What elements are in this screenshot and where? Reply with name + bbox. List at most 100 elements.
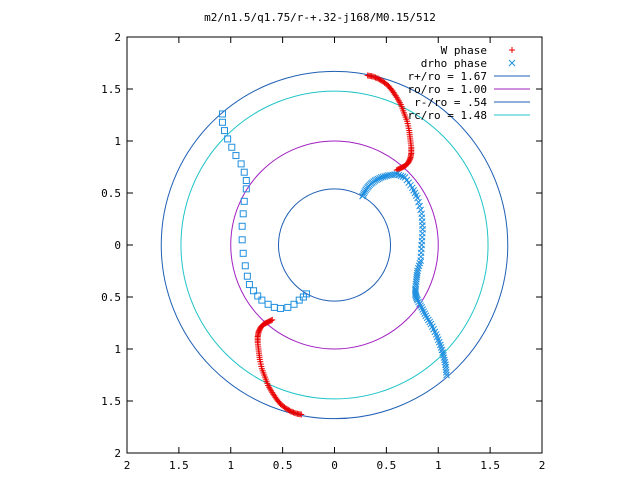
plus-point [293, 410, 300, 417]
x-b [405, 179, 413, 186]
square-point [239, 210, 247, 218]
x-b [412, 290, 419, 297]
legend-label: r-/ro = .54 [414, 96, 487, 109]
x-b [407, 181, 414, 189]
x-b [439, 349, 447, 356]
x-b [417, 302, 424, 309]
x-b [432, 331, 440, 338]
x-b [419, 306, 427, 313]
x-b [427, 320, 435, 328]
x-b [423, 314, 431, 322]
series-drho-phase [359, 170, 450, 379]
x-tick-label: 1 [435, 459, 442, 472]
x-b [415, 298, 422, 306]
square-point [238, 236, 246, 244]
x-b [413, 273, 421, 281]
square-point [242, 185, 250, 193]
x-point [417, 302, 424, 309]
square-point [264, 300, 272, 308]
x-point [414, 194, 421, 202]
x-b [412, 280, 420, 288]
x-tick-label: 1.5 [169, 459, 189, 472]
legend-label: r+/ro = 1.67 [408, 70, 487, 83]
data-points [218, 72, 450, 418]
x-point [393, 170, 401, 178]
y-tick-label: 1.5 [101, 83, 121, 96]
y-tick-label: 2 [114, 31, 121, 44]
square-point [224, 135, 232, 143]
plus-point [371, 74, 378, 81]
square-point [284, 303, 292, 311]
x-b [397, 172, 405, 180]
x-b [431, 328, 439, 336]
x-b [425, 316, 432, 324]
x-b [413, 295, 421, 303]
x-point [417, 206, 424, 214]
x-b [413, 294, 420, 301]
x-b [412, 278, 420, 286]
x-point [416, 202, 423, 210]
square-point [245, 281, 253, 289]
x-b [421, 310, 429, 317]
legend-label: drho phase [421, 57, 487, 70]
circle-1 [230, 140, 439, 350]
square-point [232, 152, 240, 160]
square-point [243, 272, 251, 280]
y-tick-label: 2 [114, 447, 121, 460]
x-b [436, 341, 444, 349]
x-point [508, 59, 516, 67]
x-b [508, 59, 516, 67]
y-tick-label: 0.5 [101, 291, 121, 304]
plus-point [289, 408, 296, 415]
x-point [418, 304, 426, 311]
x-point [421, 310, 429, 317]
x-point [416, 300, 423, 308]
square-point [277, 304, 285, 312]
square-point [218, 118, 226, 126]
square-point [218, 110, 226, 118]
square-point [221, 127, 229, 135]
circle-1.67 [160, 70, 509, 420]
x-b [414, 296, 421, 304]
series-W-phase [254, 72, 415, 418]
reference-circles [160, 70, 509, 420]
x-b [414, 194, 421, 202]
y-tick-label: 1.5 [101, 395, 121, 408]
x-tick-label: 0.5 [273, 459, 293, 472]
x-b [395, 171, 403, 179]
plus-point [268, 317, 275, 324]
legend-label: ro/ro = 1.00 [408, 83, 487, 96]
x-b [393, 170, 401, 178]
legend-label: rc/ro = 1.48 [408, 109, 487, 122]
square-point [258, 296, 266, 304]
y-tick-label: 1 [114, 343, 121, 356]
x-b [433, 333, 441, 341]
square-point [237, 160, 245, 168]
square-point [270, 303, 278, 311]
x-b [435, 338, 443, 346]
plus-point [290, 409, 297, 416]
square-point [239, 249, 247, 257]
plus-point [269, 316, 276, 323]
x-b [412, 291, 419, 299]
circle-0.54 [277, 188, 392, 302]
x-b [418, 304, 426, 311]
plus-point [394, 166, 401, 173]
x-tick-label: 1.5 [480, 459, 500, 472]
x-b [416, 300, 423, 308]
square-point [250, 287, 258, 295]
x-b [430, 325, 437, 333]
plus-point [291, 409, 298, 416]
x-b [412, 192, 420, 199]
x-point [443, 371, 450, 379]
x-b [437, 344, 445, 351]
x-point [414, 296, 421, 304]
x-b [428, 323, 436, 330]
x-tick-label: 2 [124, 459, 131, 472]
square-point [240, 168, 248, 176]
x-b [438, 346, 446, 354]
x-b [426, 318, 434, 326]
